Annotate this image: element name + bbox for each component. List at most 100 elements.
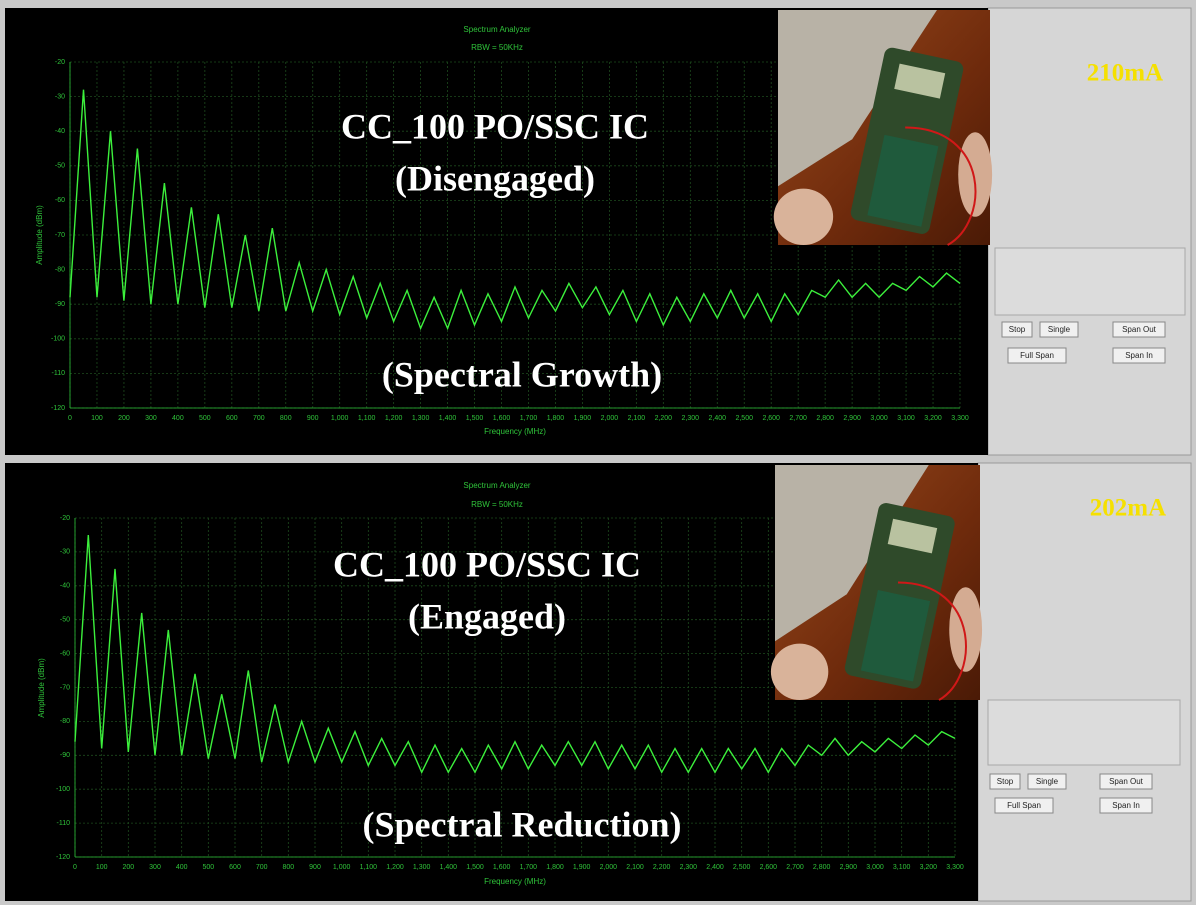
x-tick-label: 1,100 <box>360 864 378 871</box>
button-label: Single <box>1036 777 1059 786</box>
button[interactable]: Full Span <box>1008 348 1066 363</box>
photo <box>771 465 982 700</box>
button-label: Full Span <box>1020 351 1054 360</box>
y-tick-label: -110 <box>57 820 71 827</box>
x-tick-label: 2,500 <box>735 415 753 422</box>
hand <box>774 189 833 245</box>
button[interactable]: Span Out <box>1113 322 1165 337</box>
button-label: Stop <box>997 777 1014 786</box>
x-tick-label: 600 <box>229 864 241 871</box>
y-tick-label: -20 <box>60 515 70 522</box>
x-tick-label: 2,500 <box>733 864 751 871</box>
y-tick-label: -80 <box>60 718 70 725</box>
x-tick-label: 2,300 <box>680 864 698 871</box>
x-tick-label: 100 <box>96 864 108 871</box>
photo <box>774 10 992 245</box>
x-tick-label: 0 <box>73 864 77 871</box>
x-tick-label: 2,400 <box>706 864 724 871</box>
x-tick-label: 500 <box>202 864 214 871</box>
button[interactable]: Full Span <box>995 798 1053 813</box>
button-label: Span Out <box>1109 777 1144 786</box>
x-tick-label: 100 <box>91 415 103 422</box>
side-panel <box>978 463 1191 901</box>
x-tick-label: 300 <box>145 415 157 422</box>
chart-subtitle: RBW = 50KHz <box>471 500 523 509</box>
x-axis-label: Frequency (MHz) <box>484 877 546 886</box>
y-tick-label: -50 <box>60 617 70 624</box>
x-tick-label: 2,100 <box>626 864 644 871</box>
y-tick-label: -90 <box>60 752 70 759</box>
x-tick-label: 1,700 <box>520 415 538 422</box>
overlay-caption: (Spectral Growth) <box>382 354 662 394</box>
y-axis-label: Amplitude (dBm) <box>35 205 44 265</box>
x-tick-label: 700 <box>256 864 268 871</box>
chart-title: Spectrum Analyzer <box>463 481 530 490</box>
hand <box>771 644 828 700</box>
x-tick-label: 300 <box>149 864 161 871</box>
button[interactable]: Stop <box>1002 322 1032 337</box>
x-tick-label: 2,300 <box>682 415 700 422</box>
x-tick-label: 400 <box>176 864 188 871</box>
x-tick-label: 900 <box>309 864 321 871</box>
current-reading: 210mA <box>1087 60 1163 87</box>
button[interactable]: Single <box>1028 774 1066 789</box>
x-tick-label: 3,200 <box>924 415 942 422</box>
button[interactable]: Span Out <box>1100 774 1152 789</box>
x-tick-label: 1,700 <box>520 864 538 871</box>
x-tick-label: 400 <box>172 415 184 422</box>
y-tick-label: -40 <box>60 583 70 590</box>
x-tick-label: 3,000 <box>870 415 888 422</box>
y-tick-label: -40 <box>55 128 65 135</box>
y-axis-label: Amplitude (dBm) <box>37 658 46 718</box>
overlay-state: (Engaged) <box>408 596 566 636</box>
current-reading: 202mA <box>1090 495 1166 522</box>
button[interactable]: Single <box>1040 322 1078 337</box>
y-tick-label: -30 <box>60 549 70 556</box>
x-tick-label: 2,000 <box>600 864 618 871</box>
overlay-heading: CC_100 PO/SSC IC <box>341 106 649 146</box>
y-tick-label: -80 <box>55 266 65 273</box>
button-label: Stop <box>1009 325 1026 334</box>
x-tick-label: 1,200 <box>386 864 404 871</box>
x-tick-label: 3,200 <box>920 864 938 871</box>
x-tick-label: 1,300 <box>412 415 430 422</box>
button[interactable]: Span In <box>1113 348 1165 363</box>
x-tick-label: 900 <box>307 415 319 422</box>
x-tick-label: 800 <box>282 864 294 871</box>
x-tick-label: 1,800 <box>547 415 565 422</box>
button[interactable]: Stop <box>990 774 1020 789</box>
y-tick-label: -50 <box>55 163 65 170</box>
button[interactable]: Span In <box>1100 798 1152 813</box>
x-tick-label: 1,100 <box>358 415 376 422</box>
y-tick-label: -90 <box>55 301 65 308</box>
x-tick-label: 600 <box>226 415 238 422</box>
x-tick-label: 2,800 <box>813 864 831 871</box>
button-label: Single <box>1048 325 1071 334</box>
x-tick-label: 2,900 <box>843 415 861 422</box>
x-tick-label: 2,200 <box>655 415 673 422</box>
y-tick-label: -70 <box>55 232 65 239</box>
x-tick-label: 1,300 <box>413 864 431 871</box>
x-tick-label: 3,100 <box>897 415 915 422</box>
x-tick-label: 2,700 <box>786 864 804 871</box>
x-tick-label: 1,400 <box>439 415 457 422</box>
x-axis-label: Frequency (MHz) <box>484 427 546 436</box>
x-tick-label: 500 <box>199 415 211 422</box>
x-tick-label: 2,000 <box>601 415 619 422</box>
button-label: Full Span <box>1007 801 1041 810</box>
y-tick-label: -120 <box>51 405 65 412</box>
y-tick-label: -100 <box>56 786 70 793</box>
x-tick-label: 3,000 <box>866 864 884 871</box>
x-tick-label: 1,000 <box>331 415 349 422</box>
overlay-state: (Disengaged) <box>395 158 595 198</box>
x-tick-label: 2,600 <box>760 864 778 871</box>
x-tick-label: 2,700 <box>789 415 807 422</box>
overlay-caption: (Spectral Reduction) <box>363 804 682 844</box>
x-tick-label: 200 <box>122 864 134 871</box>
chart-subtitle: RBW = 50KHz <box>471 43 523 52</box>
x-tick-label: 700 <box>253 415 265 422</box>
y-tick-label: -70 <box>60 684 70 691</box>
button-label: Span In <box>1112 801 1140 810</box>
x-tick-label: 1,500 <box>466 415 484 422</box>
y-tick-label: -60 <box>60 650 70 657</box>
